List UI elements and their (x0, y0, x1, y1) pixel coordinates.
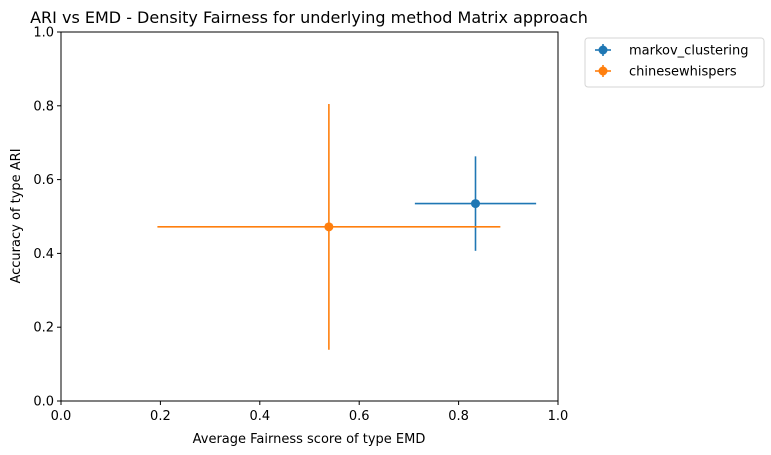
x-tick-label: 1.0 (548, 409, 569, 424)
x-tick-label: 0.6 (349, 409, 370, 424)
data-point (470, 199, 480, 209)
x-axis-label: Average Fairness score of type EMD (193, 432, 426, 447)
y-tick-label: 0.8 (33, 99, 54, 114)
x-tick-label: 0.2 (150, 409, 171, 424)
legend-marker (598, 45, 608, 55)
legend-marker (598, 66, 608, 76)
series-chinesewhispers (157, 103, 501, 350)
chart-title: ARI vs EMD - Density Fairness for underl… (30, 8, 588, 27)
y-tick-label: 0.4 (33, 247, 54, 262)
legend-label: chinesewhispers (629, 65, 737, 80)
y-tick-label: 0.6 (33, 173, 54, 188)
plot-frame (60, 31, 559, 402)
y-tick-label: 0.0 (33, 395, 54, 410)
x-tick-label: 0.0 (51, 409, 72, 424)
legend-box (584, 37, 765, 88)
y-tick-label: 1.0 (33, 26, 54, 41)
x-tick-label: 0.4 (249, 409, 270, 424)
y-tick-label: 0.2 (33, 321, 54, 336)
y-axis-label: Accuracy of type ARI (9, 148, 24, 283)
data-point (324, 222, 334, 232)
legend-label: markov_clustering (629, 44, 749, 59)
x-tick-label: 0.8 (448, 409, 469, 424)
legend: markov_clustering chinesewhispers (584, 37, 765, 88)
series-markov_clustering (414, 156, 537, 251)
